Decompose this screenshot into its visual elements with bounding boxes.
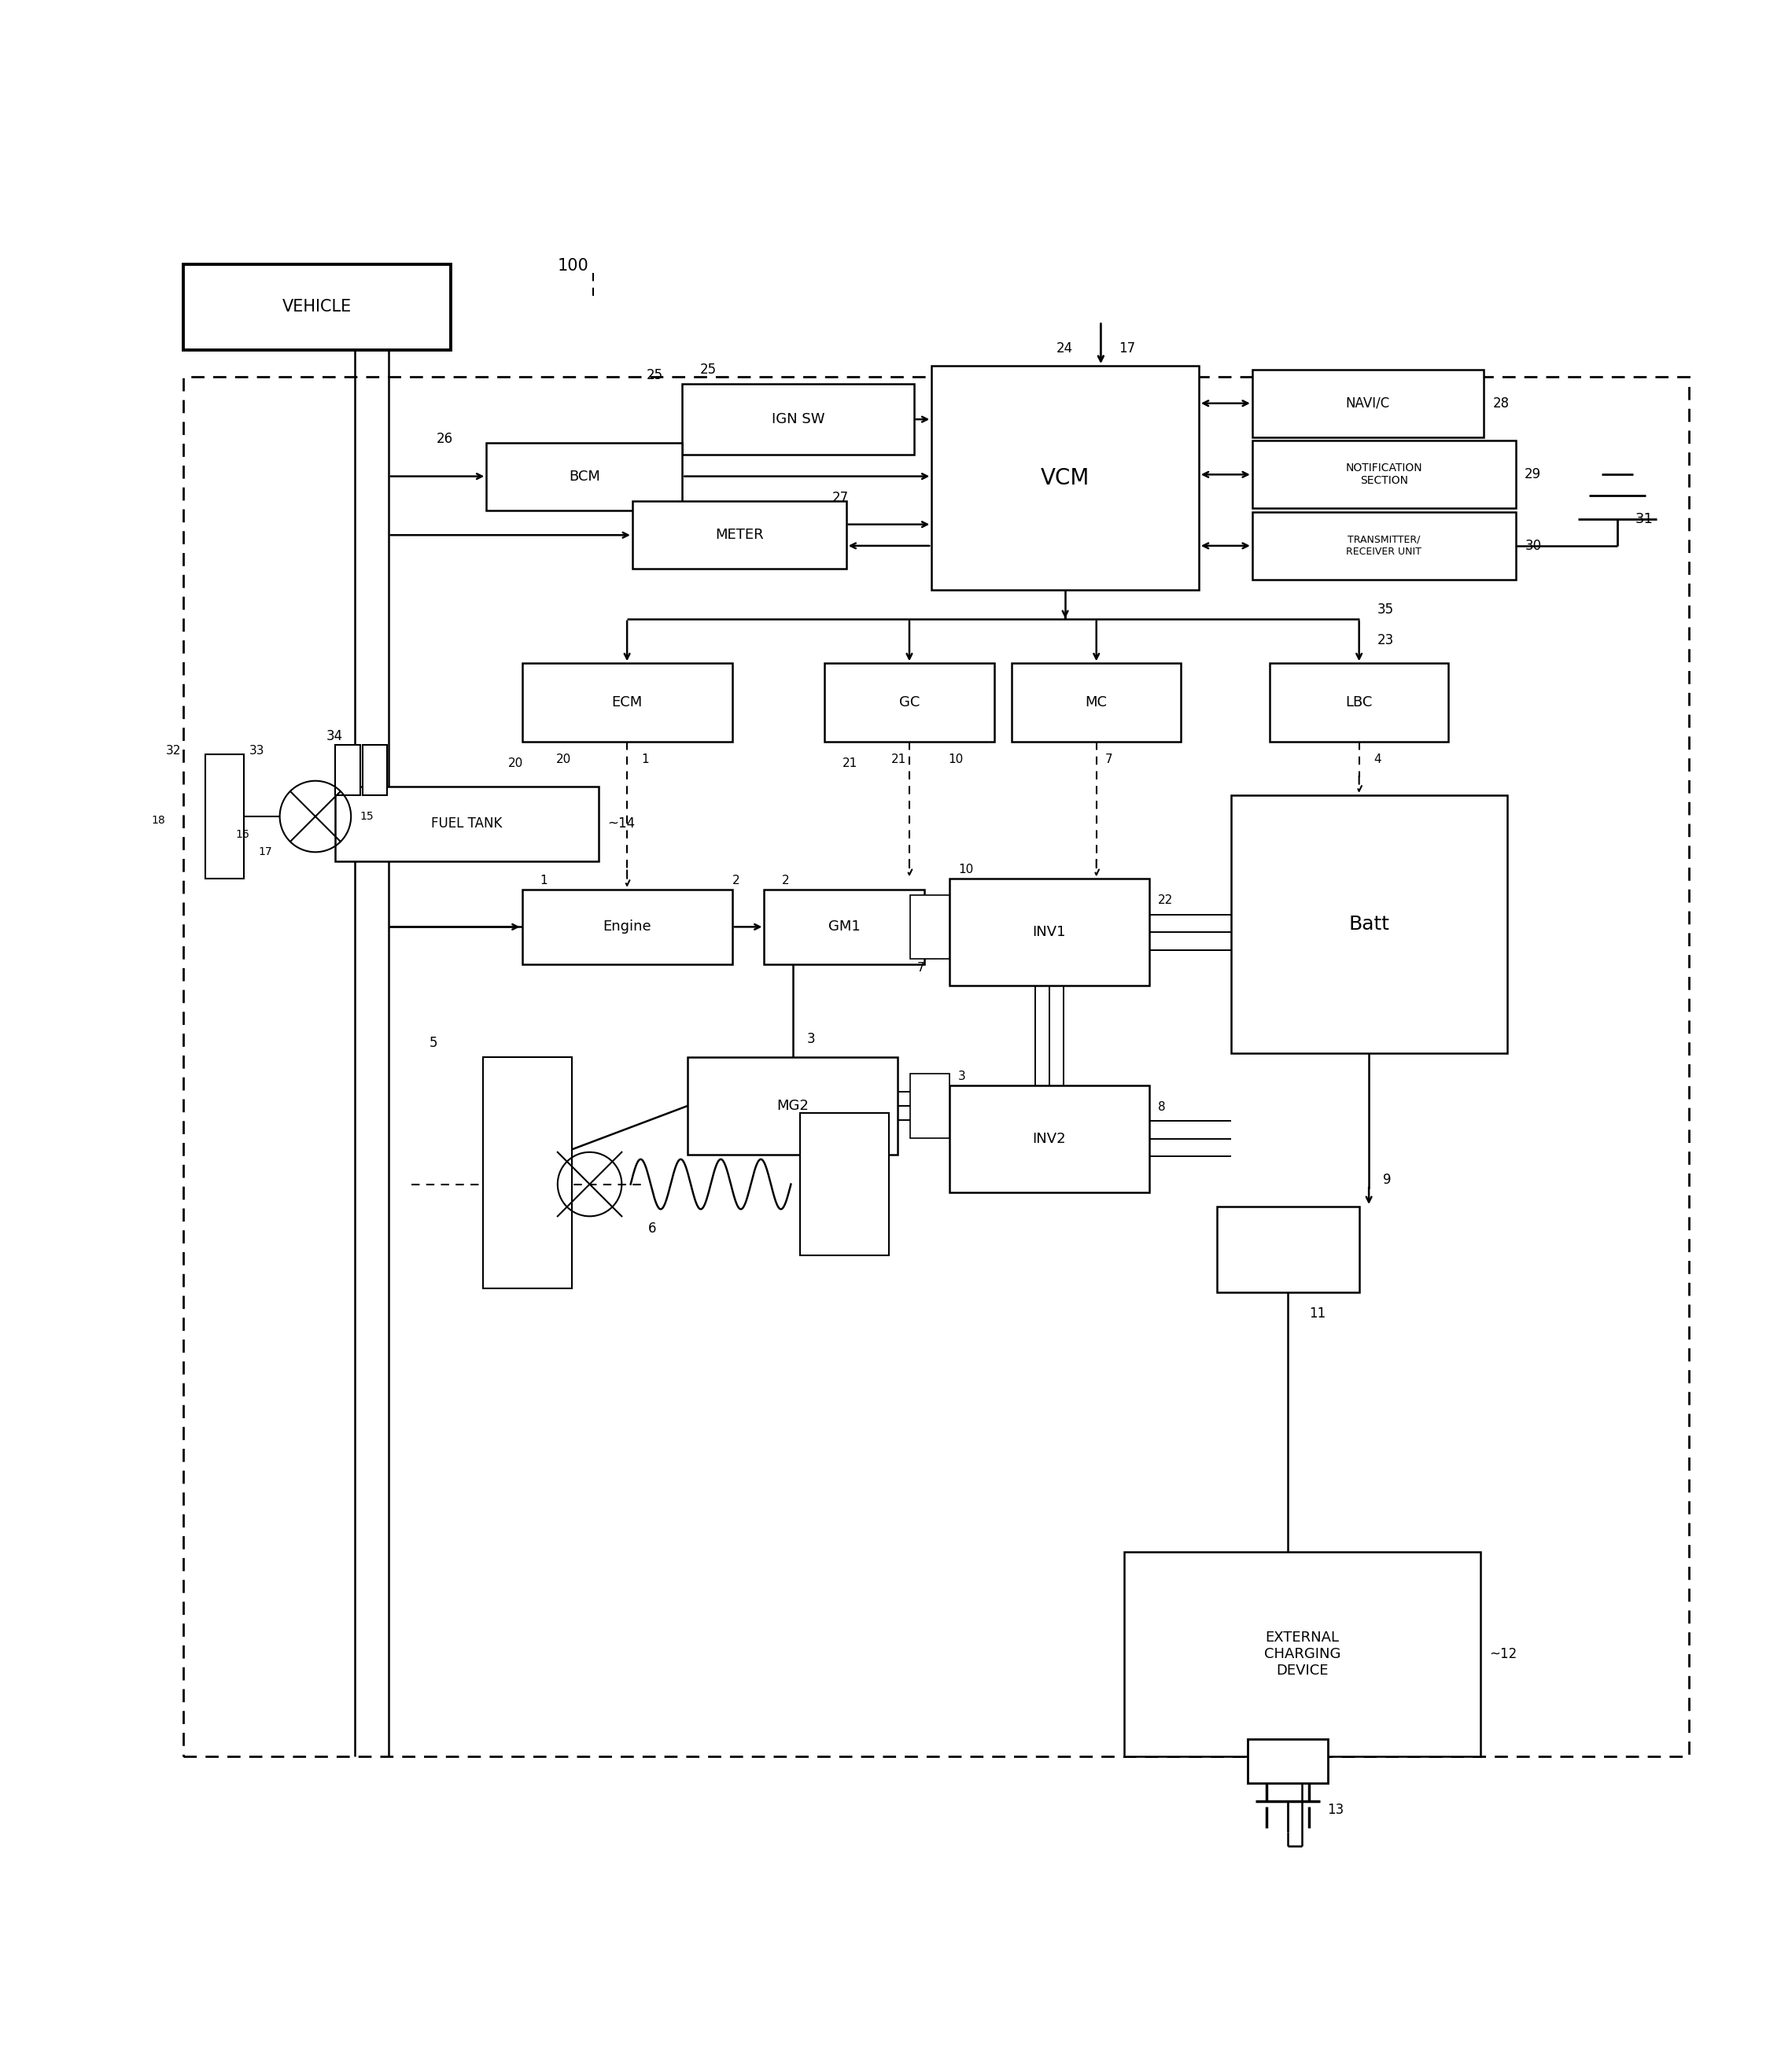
FancyBboxPatch shape <box>799 1112 889 1255</box>
FancyBboxPatch shape <box>1253 369 1484 437</box>
Text: 30: 30 <box>1525 538 1541 553</box>
Text: Batt: Batt <box>1348 915 1389 934</box>
Text: 6: 6 <box>649 1222 656 1236</box>
Text: NAVI/C: NAVI/C <box>1346 396 1391 410</box>
FancyBboxPatch shape <box>183 265 452 350</box>
Text: 27: 27 <box>831 491 848 505</box>
FancyBboxPatch shape <box>521 663 733 741</box>
Text: 16: 16 <box>235 828 249 839</box>
Text: 26: 26 <box>437 433 453 445</box>
FancyBboxPatch shape <box>950 1085 1149 1193</box>
Text: ECM: ECM <box>611 696 643 710</box>
Text: 2: 2 <box>733 874 740 886</box>
Text: METER: METER <box>715 528 763 543</box>
Text: 100: 100 <box>557 259 590 273</box>
Text: 23: 23 <box>1376 634 1394 648</box>
Text: FUEL TANK: FUEL TANK <box>432 816 502 830</box>
FancyBboxPatch shape <box>521 888 733 965</box>
FancyBboxPatch shape <box>362 746 387 795</box>
Text: GM1: GM1 <box>828 920 860 934</box>
Text: 15: 15 <box>360 812 375 822</box>
FancyBboxPatch shape <box>950 878 1149 986</box>
Text: MG2: MG2 <box>776 1100 808 1112</box>
Text: 25: 25 <box>647 369 663 381</box>
Text: 8: 8 <box>1158 1102 1165 1112</box>
Text: 7: 7 <box>918 961 925 973</box>
FancyBboxPatch shape <box>910 895 950 959</box>
Text: 20: 20 <box>556 754 572 766</box>
Text: NOTIFICATION
SECTION: NOTIFICATION SECTION <box>1346 462 1423 487</box>
Text: 2: 2 <box>781 874 790 886</box>
Text: INV2: INV2 <box>1032 1131 1066 1145</box>
Text: 29: 29 <box>1525 468 1541 483</box>
Text: 9: 9 <box>1383 1172 1391 1187</box>
FancyBboxPatch shape <box>1253 512 1516 580</box>
Text: 17: 17 <box>1118 342 1136 354</box>
Text: TRANSMITTER/
RECEIVER UNIT: TRANSMITTER/ RECEIVER UNIT <box>1346 534 1421 557</box>
Text: 33: 33 <box>249 746 265 756</box>
Text: 3: 3 <box>959 1071 966 1083</box>
Text: 1: 1 <box>642 754 649 766</box>
Text: MC: MC <box>1086 696 1107 710</box>
FancyBboxPatch shape <box>1124 1551 1480 1756</box>
Text: 5: 5 <box>430 1036 437 1050</box>
Text: 17: 17 <box>258 847 272 857</box>
FancyBboxPatch shape <box>335 746 360 795</box>
Text: EXTERNAL
CHARGING
DEVICE: EXTERNAL CHARGING DEVICE <box>1263 1630 1340 1678</box>
Text: INV1: INV1 <box>1032 926 1066 940</box>
FancyBboxPatch shape <box>633 501 846 570</box>
Text: GC: GC <box>900 696 919 710</box>
Text: 32: 32 <box>165 746 181 756</box>
Text: 31: 31 <box>1634 512 1654 526</box>
Text: 25: 25 <box>701 362 717 377</box>
Text: 35: 35 <box>1376 603 1394 617</box>
Text: VEHICLE: VEHICLE <box>283 300 351 315</box>
FancyBboxPatch shape <box>1012 663 1181 741</box>
Text: 10: 10 <box>959 864 973 876</box>
Text: IGN SW: IGN SW <box>772 412 824 427</box>
FancyBboxPatch shape <box>482 1056 572 1288</box>
Text: 10: 10 <box>948 754 964 766</box>
FancyBboxPatch shape <box>1253 441 1516 507</box>
Text: 11: 11 <box>1310 1307 1326 1321</box>
Text: 4: 4 <box>1373 754 1382 766</box>
FancyBboxPatch shape <box>1247 1740 1328 1783</box>
Text: 24: 24 <box>1055 342 1073 354</box>
Text: 20: 20 <box>507 758 523 768</box>
FancyBboxPatch shape <box>683 383 914 456</box>
Text: ~14: ~14 <box>607 816 634 830</box>
FancyBboxPatch shape <box>486 443 683 509</box>
Text: 7: 7 <box>1106 754 1113 766</box>
Text: Engine: Engine <box>602 920 650 934</box>
FancyBboxPatch shape <box>763 888 925 965</box>
FancyBboxPatch shape <box>910 1073 950 1137</box>
Text: BCM: BCM <box>568 470 600 483</box>
FancyBboxPatch shape <box>1217 1207 1358 1292</box>
Text: ~12: ~12 <box>1489 1646 1516 1661</box>
FancyBboxPatch shape <box>1271 663 1448 741</box>
Text: VCM: VCM <box>1041 468 1090 489</box>
Text: 21: 21 <box>842 758 858 768</box>
Text: 3: 3 <box>806 1031 815 1046</box>
Text: 13: 13 <box>1328 1804 1344 1816</box>
FancyBboxPatch shape <box>335 787 599 862</box>
Text: 1: 1 <box>539 874 547 886</box>
FancyBboxPatch shape <box>932 367 1199 590</box>
FancyBboxPatch shape <box>688 1056 898 1156</box>
Text: 22: 22 <box>1158 895 1174 905</box>
Text: 21: 21 <box>892 754 907 766</box>
Text: 34: 34 <box>326 729 342 743</box>
FancyBboxPatch shape <box>204 754 244 878</box>
FancyBboxPatch shape <box>1231 795 1507 1054</box>
Text: 28: 28 <box>1493 396 1509 410</box>
Text: LBC: LBC <box>1346 696 1373 710</box>
Text: 18: 18 <box>152 814 165 826</box>
FancyBboxPatch shape <box>824 663 995 741</box>
